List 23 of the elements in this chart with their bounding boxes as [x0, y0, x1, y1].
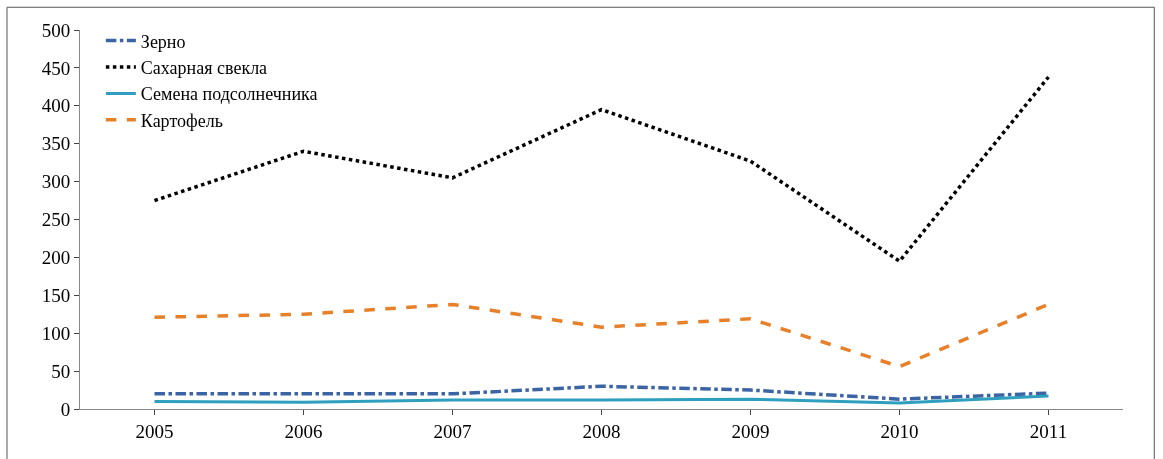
legend-label: Сахарная свекла [140, 58, 268, 79]
x-tick-label: 2005 [135, 420, 174, 442]
legend-label: Семена подсолнечника [140, 84, 318, 105]
y-tick-label: 450 [41, 57, 71, 79]
x-tick-label: 2011 [1029, 420, 1068, 442]
legend-label: Картофель [140, 110, 223, 131]
y-tick-label: 100 [41, 322, 71, 344]
y-tick-label: 300 [41, 171, 71, 193]
y-tick-label: 400 [41, 95, 71, 117]
y-tick-label: 150 [41, 284, 71, 306]
y-tick-label: 50 [51, 360, 71, 382]
x-tick-label: 2009 [731, 420, 770, 442]
x-tick-label: 2010 [880, 420, 919, 442]
x-tick-label: 2007 [433, 420, 472, 442]
line-series [153, 394, 1050, 405]
legend-label: Зерно [140, 31, 186, 52]
y-tick-label: 350 [41, 133, 71, 155]
y-tick-label: 500 [41, 19, 71, 41]
x-tick-label: 2008 [582, 420, 621, 442]
y-tick-label: 250 [41, 209, 71, 231]
x-tick-label: 2006 [284, 420, 323, 442]
y-tick-label: 0 [60, 398, 71, 420]
y-tick-label: 200 [41, 247, 71, 269]
